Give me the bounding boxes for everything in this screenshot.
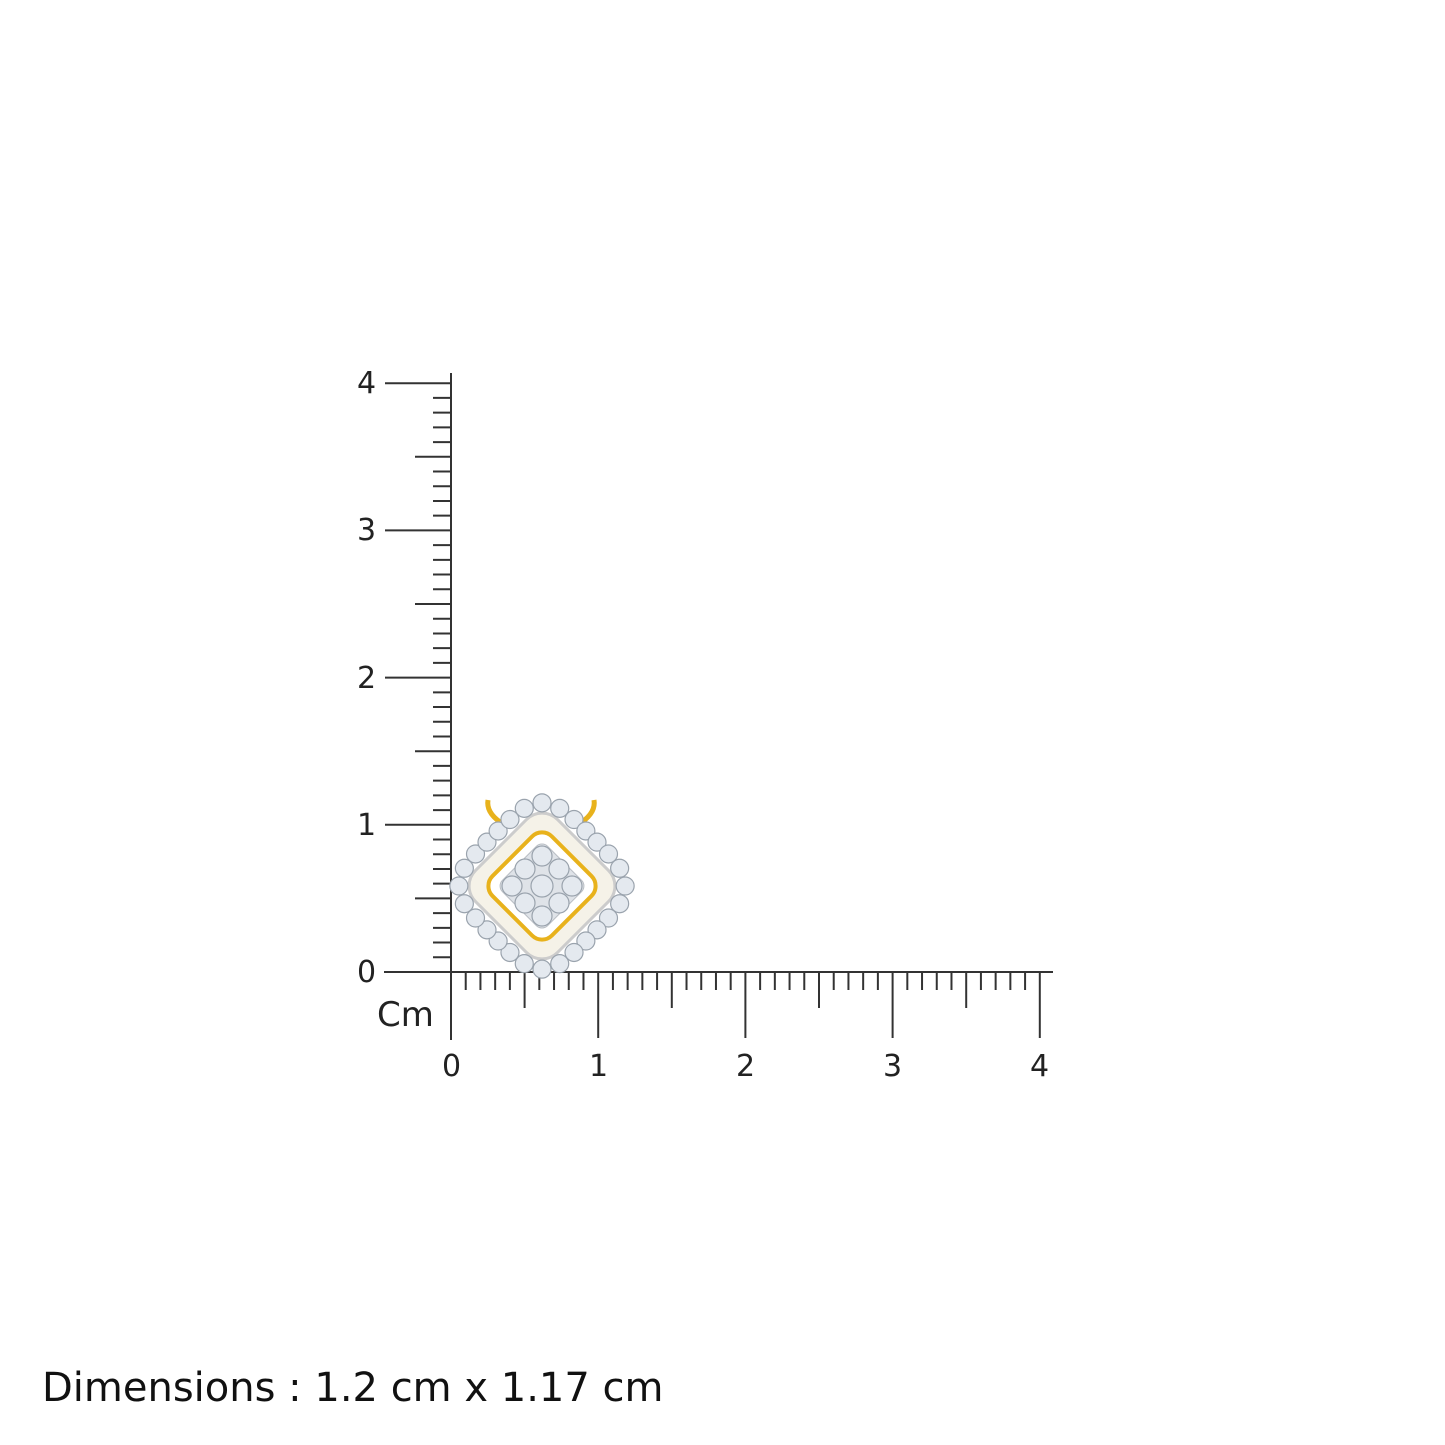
y-tick-label-1: 1 (357, 808, 377, 843)
y-tick-label-4: 4 (357, 366, 377, 401)
halo-diamond (500, 942, 520, 963)
halo-diamond (576, 931, 596, 951)
x-tick-label-3: 3 (883, 1049, 903, 1084)
cluster-diamond (514, 892, 536, 914)
cluster-diamond (531, 905, 553, 927)
cluster-diamond (561, 875, 583, 897)
halo-diamond (598, 908, 619, 928)
cluster-diamond (531, 845, 553, 867)
pendant-image (449, 793, 635, 979)
halo-diamond (598, 844, 619, 864)
halo-diamond (564, 809, 584, 830)
y-tick-label-3: 3 (357, 513, 377, 548)
bail-left (485, 799, 502, 825)
halo-diamond (532, 959, 552, 979)
halo-diamond (532, 793, 552, 813)
halo-diamond (488, 821, 508, 841)
halo-diamond (465, 908, 486, 928)
halo-diamond (610, 858, 630, 878)
cluster-diamond (530, 874, 554, 898)
halo-diamond (564, 942, 584, 963)
halo-diamond (615, 876, 635, 896)
x-tick-label-2: 2 (736, 1049, 756, 1084)
cluster-diamond (548, 892, 570, 914)
halo-diamond (477, 920, 497, 940)
halo-diamond (610, 894, 630, 914)
halo-diamond (500, 809, 520, 830)
halo-diamond (449, 876, 469, 896)
cluster-diamond (501, 875, 523, 897)
ruler-ticks (384, 373, 1053, 1040)
x-tick-label-4: 4 (1030, 1049, 1050, 1084)
halo-diamond (587, 832, 607, 852)
x-tick-label-1: 1 (589, 1049, 609, 1084)
halo-diamond (514, 954, 534, 974)
x-tick-label-0: 0 (442, 1049, 462, 1084)
dimensions-text: Dimensions : 1.2 cm x 1.17 cm (42, 1365, 664, 1411)
halo-diamond (550, 954, 570, 974)
halo-diamond (454, 858, 474, 878)
cluster-diamond (548, 858, 570, 880)
halo-diamond (454, 894, 474, 914)
halo-diamond (514, 798, 534, 818)
halo-diamond (465, 844, 486, 864)
y-tick-label-2: 2 (357, 661, 377, 696)
y-tick-label-0: 0 (357, 955, 377, 990)
halo-diamond (550, 798, 570, 818)
bail-right (580, 799, 597, 825)
unit-label: Cm (377, 995, 434, 1035)
cluster-diamond (514, 858, 536, 880)
